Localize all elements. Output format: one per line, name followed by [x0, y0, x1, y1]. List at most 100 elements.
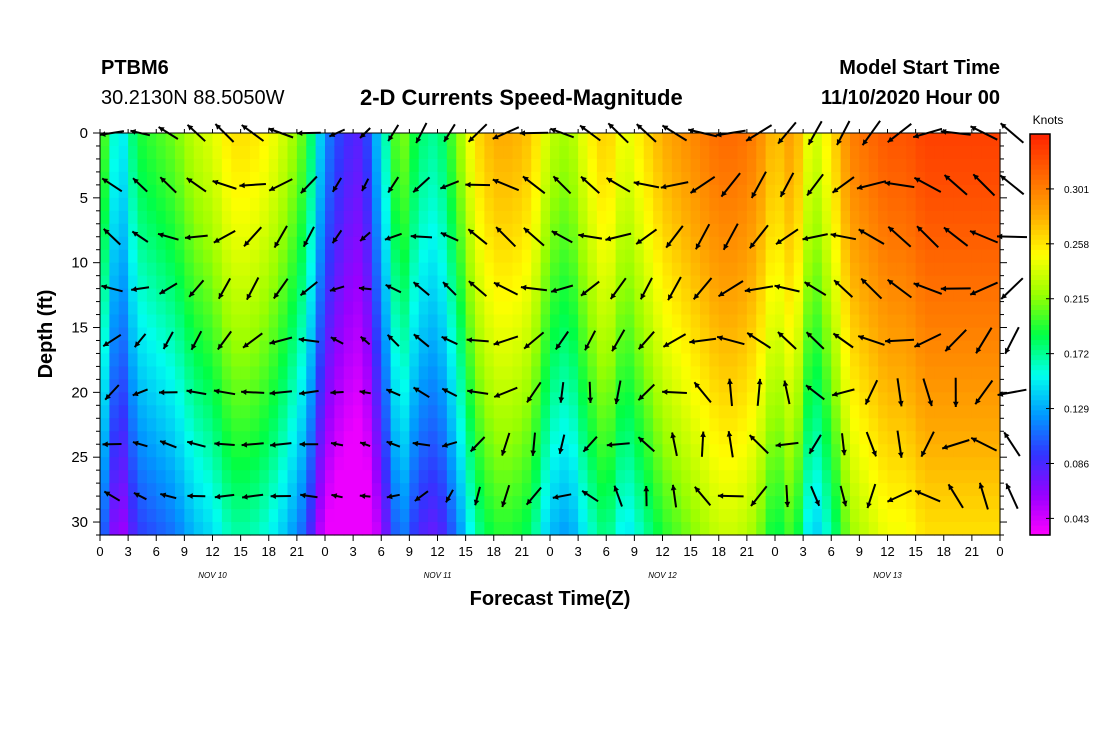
heatmap-cell — [756, 496, 767, 510]
heatmap-cell — [775, 522, 785, 536]
heatmap-cell — [831, 353, 842, 368]
heatmap-cell — [596, 457, 607, 471]
heatmap-cell — [990, 340, 1001, 355]
current-vector-head — [160, 492, 167, 499]
heatmap-cell — [756, 262, 767, 277]
heatmap-cell — [540, 353, 551, 368]
heatmap-cell — [878, 197, 889, 212]
heatmap-cell — [212, 133, 223, 147]
heatmap-cell — [428, 483, 439, 497]
heatmap-cell — [925, 314, 935, 329]
heatmap-cell — [859, 522, 870, 536]
heatmap-cell — [840, 184, 851, 199]
heatmap-cell — [737, 197, 748, 212]
heatmap-cell — [587, 418, 598, 432]
heatmap-cell — [531, 133, 542, 147]
x-tick-label: 18 — [937, 544, 951, 559]
heatmap-cell — [193, 288, 204, 303]
heatmap-cell — [943, 145, 954, 160]
heatmap-cell — [643, 418, 654, 432]
heatmap-cell — [240, 210, 251, 225]
heatmap-cell — [390, 288, 401, 303]
heatmap-cell — [212, 223, 223, 238]
heatmap-cell — [737, 392, 748, 406]
heatmap-cell — [737, 184, 748, 199]
heatmap-cell — [681, 223, 692, 238]
heatmap-cell — [850, 158, 860, 173]
heatmap-cell — [437, 197, 448, 212]
heatmap-cell — [625, 171, 635, 186]
heatmap-cell — [934, 340, 945, 355]
heatmap-cell — [793, 353, 804, 368]
heatmap-cell — [803, 353, 814, 368]
heatmap-cell — [381, 444, 392, 458]
heatmap-cell — [512, 145, 523, 160]
heatmap-cell — [203, 133, 214, 147]
heatmap-cell — [653, 327, 664, 342]
heatmap-cell — [962, 249, 973, 264]
heatmap-cell — [615, 405, 626, 419]
colorbar-segment — [1030, 279, 1050, 285]
heatmap-cell — [906, 197, 917, 212]
current-vector-head — [329, 286, 336, 292]
heatmap-cell — [418, 366, 429, 380]
heatmap-cell — [109, 133, 120, 147]
heatmap-cell — [765, 483, 776, 497]
heatmap-cell — [737, 470, 748, 484]
heatmap-cell — [990, 210, 1001, 225]
heatmap-cell — [709, 171, 720, 186]
heatmap-cell — [512, 392, 523, 406]
current-vector-head — [944, 175, 951, 181]
heatmap-cell — [925, 496, 935, 510]
heatmap-cell — [343, 496, 354, 510]
current-vector-head — [360, 132, 366, 138]
heatmap-cell — [456, 249, 467, 264]
heatmap-cell — [606, 392, 617, 406]
heatmap-cell — [784, 236, 795, 251]
current-vector-head — [520, 284, 527, 291]
heatmap-cell — [587, 340, 598, 355]
heatmap-cell — [756, 444, 767, 458]
heatmap-cell — [306, 133, 317, 147]
heatmap-cell — [606, 197, 617, 212]
heatmap-cell — [100, 496, 110, 510]
heatmap-cell — [793, 431, 804, 445]
heatmap-cell — [175, 509, 185, 523]
heatmap-cell — [259, 314, 270, 329]
heatmap-cell — [446, 210, 457, 225]
heatmap-cell — [296, 418, 307, 432]
heatmap-cell — [990, 236, 1001, 251]
colorbar-segment — [1030, 314, 1050, 321]
colorbar-segment — [1030, 319, 1050, 326]
heatmap-cell — [887, 392, 898, 406]
heatmap-cell — [221, 457, 232, 471]
heatmap-cell — [756, 249, 767, 264]
heatmap-cell — [868, 327, 879, 342]
colorbar-segment — [1030, 529, 1050, 536]
heatmap-cell — [793, 249, 804, 264]
heatmap-cell — [606, 522, 617, 536]
heatmap-cell — [146, 431, 157, 445]
current-vector-head — [359, 389, 366, 396]
heatmap-cell — [568, 366, 579, 380]
heatmap-cell — [775, 158, 785, 173]
heatmap-cell — [325, 496, 335, 510]
heatmap-cell — [503, 509, 514, 523]
heatmap-cell — [606, 301, 617, 316]
colorbar-segment — [1030, 274, 1050, 280]
colorbar-tick-label: 0.129 — [1064, 405, 1089, 416]
heatmap-cell — [962, 418, 973, 432]
heatmap-cell — [128, 158, 139, 173]
heatmap-cell — [718, 483, 729, 497]
heatmap-cell — [878, 158, 889, 173]
heatmap-cell — [587, 444, 598, 458]
heatmap-cell — [953, 418, 964, 432]
heatmap-cell — [550, 314, 560, 329]
heatmap-cell — [446, 288, 457, 303]
heatmap-cell — [784, 158, 795, 173]
heatmap-cell — [821, 145, 832, 160]
heatmap-cell — [371, 158, 382, 173]
heatmap-cell — [381, 184, 392, 199]
heatmap-cell — [634, 418, 645, 432]
heatmap-cell — [259, 197, 270, 212]
